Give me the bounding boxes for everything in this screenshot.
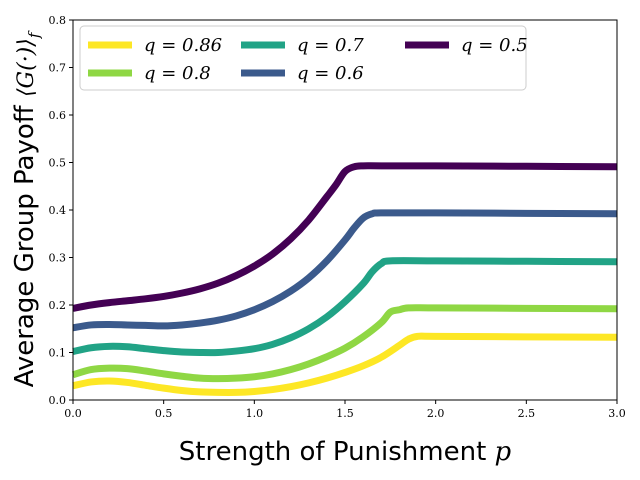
x-axis-label: Strength of Punishment p bbox=[179, 437, 512, 467]
x-tick-label-5: 2.5 bbox=[518, 407, 536, 420]
x-tick-label-2: 1.0 bbox=[246, 407, 264, 420]
legend: q = 0.86 q = 0.8 q = 0.7 q = 0.6 q = 0.5 bbox=[79, 25, 528, 91]
x-tick-label-0: 0.0 bbox=[64, 407, 82, 420]
y-axis-label: Average Group Payoff ⟨G(·)⟩f bbox=[10, 30, 43, 387]
y-tick-label-5: 0.5 bbox=[49, 157, 67, 170]
y-tick-label-1: 0.1 bbox=[49, 347, 67, 360]
y-tick-label-0: 0.0 bbox=[49, 394, 67, 407]
series-line-1 bbox=[71, 304, 618, 383]
legend-label-0: q = 0.86 bbox=[144, 35, 222, 56]
y-tick-label-3: 0.3 bbox=[49, 252, 67, 265]
y-tick-label-8: 0.8 bbox=[49, 14, 67, 27]
legend-label-1: q = 0.8 bbox=[144, 63, 211, 84]
legend-label-4: q = 0.5 bbox=[461, 35, 528, 56]
x-tick-label-1: 0.5 bbox=[155, 407, 173, 420]
x-tick-label-6: 3.0 bbox=[608, 407, 626, 420]
y-tick-label-6: 0.6 bbox=[49, 109, 67, 122]
series-line-0 bbox=[72, 332, 618, 396]
x-tick-label-3: 1.5 bbox=[336, 407, 354, 420]
y-axis-ticks: 0.0 0.1 0.2 0.3 0.4 0.5 0.6 0.7 0.8 bbox=[49, 14, 73, 407]
series-layer bbox=[71, 162, 618, 396]
series-line-4 bbox=[72, 162, 618, 312]
y-tick-label-2: 0.2 bbox=[49, 299, 67, 312]
x-tick-label-4: 2.0 bbox=[427, 407, 445, 420]
legend-label-2: q = 0.7 bbox=[297, 35, 364, 56]
legend-label-3: q = 0.6 bbox=[297, 63, 364, 84]
y-tick-label-7: 0.7 bbox=[49, 62, 67, 75]
x-axis-ticks: 0.0 0.5 1.0 1.5 2.0 2.5 3.0 bbox=[64, 400, 626, 420]
y-tick-label-4: 0.4 bbox=[49, 204, 67, 217]
series-line-3 bbox=[72, 209, 618, 332]
series-line-2 bbox=[72, 257, 618, 357]
